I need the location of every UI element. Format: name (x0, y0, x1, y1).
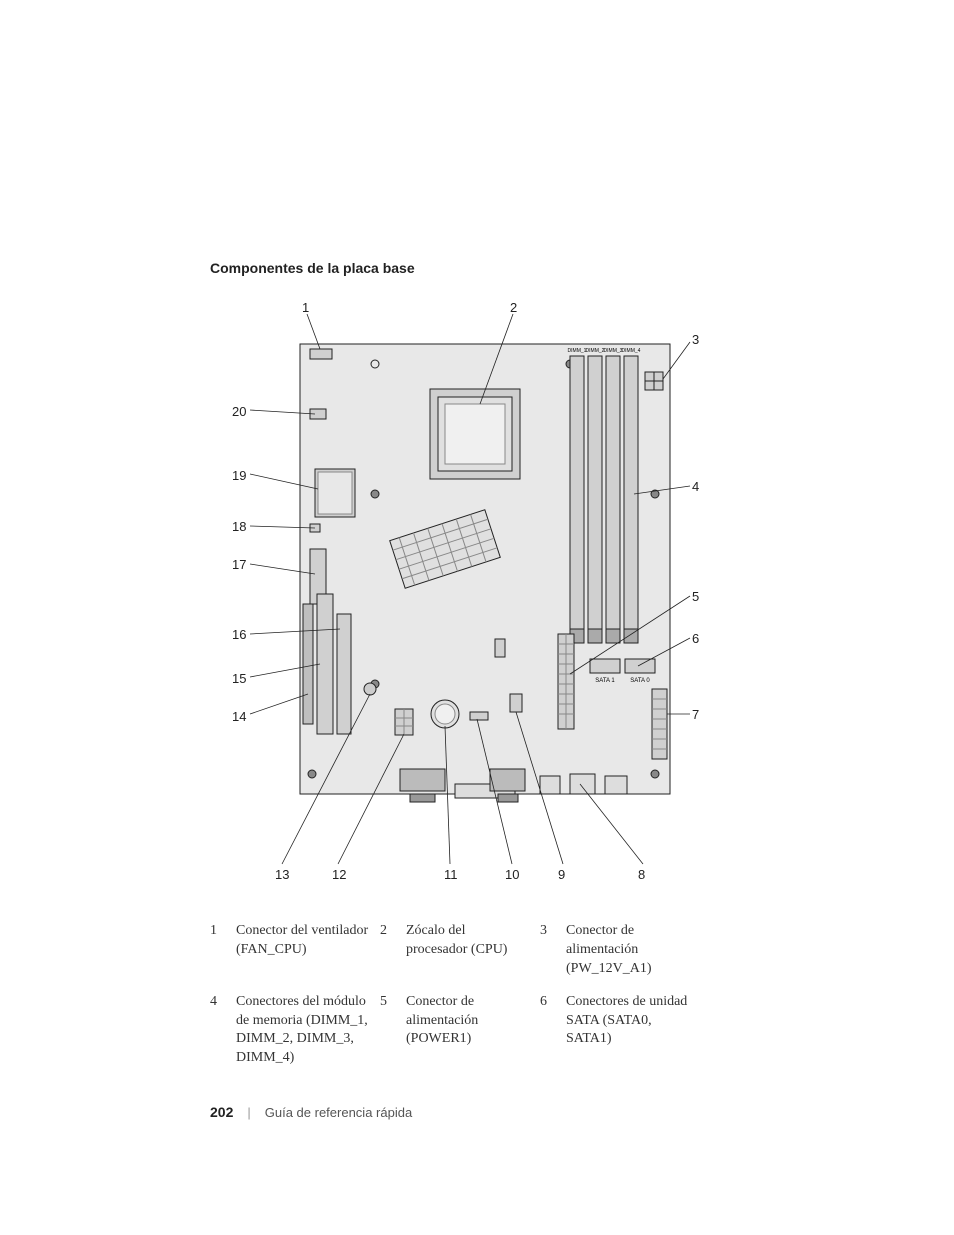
callout-4: 4 (692, 479, 699, 494)
legend-num: 5 (380, 993, 406, 1069)
svg-text:SATA 0: SATA 0 (630, 678, 650, 684)
callout-8: 8 (638, 867, 645, 882)
motherboard-diagram: 1 2 3 4 5 6 7 8 9 10 11 12 13 14 15 16 1… (220, 294, 710, 894)
svg-text:DIMM_1: DIMM_1 (568, 348, 587, 354)
legend-text: Conector del ventilador (FAN_CPU) (236, 922, 380, 979)
callout-9: 9 (558, 867, 565, 882)
legend-num: 3 (540, 922, 566, 979)
svg-text:DIMM_2: DIMM_2 (586, 348, 605, 354)
footer-title: Guía de referencia rápida (265, 1105, 412, 1120)
svg-text:SATA 1: SATA 1 (595, 678, 615, 684)
legend-text: Conectores de unidad SATA (SATA0, SATA1) (566, 993, 710, 1069)
page-content: Componentes de la placa base 1 2 3 4 5 6… (210, 260, 750, 1082)
legend-text: Conector de alimentación (PW_12V_A1) (566, 922, 710, 979)
callout-3: 3 (692, 332, 699, 347)
legend-num: 4 (210, 993, 236, 1069)
legend-cell: 2 Zócalo del procesador (CPU) (380, 922, 540, 979)
callout-19: 19 (232, 468, 246, 483)
callout-11: 11 (444, 867, 458, 882)
callout-17: 17 (232, 557, 246, 572)
legend-cell: 1 Conector del ventilador (FAN_CPU) (210, 922, 380, 979)
page-footer: 202 | Guía de referencia rápida (210, 1104, 412, 1120)
legend-cell: 5 Conector de alimentación (POWER1) (380, 993, 540, 1069)
motherboard-svg: DIMM_1 DIMM_2 DIMM_3 DIMM_4 (220, 294, 710, 894)
callout-16: 16 (232, 627, 246, 642)
footer-divider: | (247, 1105, 250, 1120)
section-title: Componentes de la placa base (210, 260, 750, 276)
callout-14: 14 (232, 709, 246, 724)
page-number: 202 (210, 1104, 233, 1120)
legend-text: Conectores del módulo de memoria (DIMM_1… (236, 993, 380, 1069)
callout-7: 7 (692, 707, 699, 722)
legend-num: 6 (540, 993, 566, 1069)
legend-cell: 3 Conector de alimentación (PW_12V_A1) (540, 922, 710, 979)
callout-6: 6 (692, 631, 699, 646)
callout-13: 13 (275, 867, 289, 882)
legend-text: Zócalo del procesador (CPU) (406, 922, 540, 979)
svg-text:DIMM_3: DIMM_3 (604, 348, 623, 354)
legend-row: 1 Conector del ventilador (FAN_CPU) 2 Zó… (210, 922, 710, 979)
callout-2: 2 (510, 300, 517, 315)
legend-text: Conector de alimentación (POWER1) (406, 993, 540, 1069)
legend-num: 1 (210, 922, 236, 979)
callout-12: 12 (332, 867, 346, 882)
legend-table: 1 Conector del ventilador (FAN_CPU) 2 Zó… (210, 922, 710, 1068)
callout-5: 5 (692, 589, 699, 604)
legend-cell: 6 Conectores de unidad SATA (SATA0, SATA… (540, 993, 710, 1069)
callout-20: 20 (232, 404, 246, 419)
callout-15: 15 (232, 671, 246, 686)
callout-18: 18 (232, 519, 246, 534)
legend-cell: 4 Conectores del módulo de memoria (DIMM… (210, 993, 380, 1069)
legend-row: 4 Conectores del módulo de memoria (DIMM… (210, 993, 710, 1069)
callout-10: 10 (505, 867, 519, 882)
callout-1: 1 (302, 300, 309, 315)
legend-num: 2 (380, 922, 406, 979)
svg-text:DIMM_4: DIMM_4 (622, 348, 641, 354)
